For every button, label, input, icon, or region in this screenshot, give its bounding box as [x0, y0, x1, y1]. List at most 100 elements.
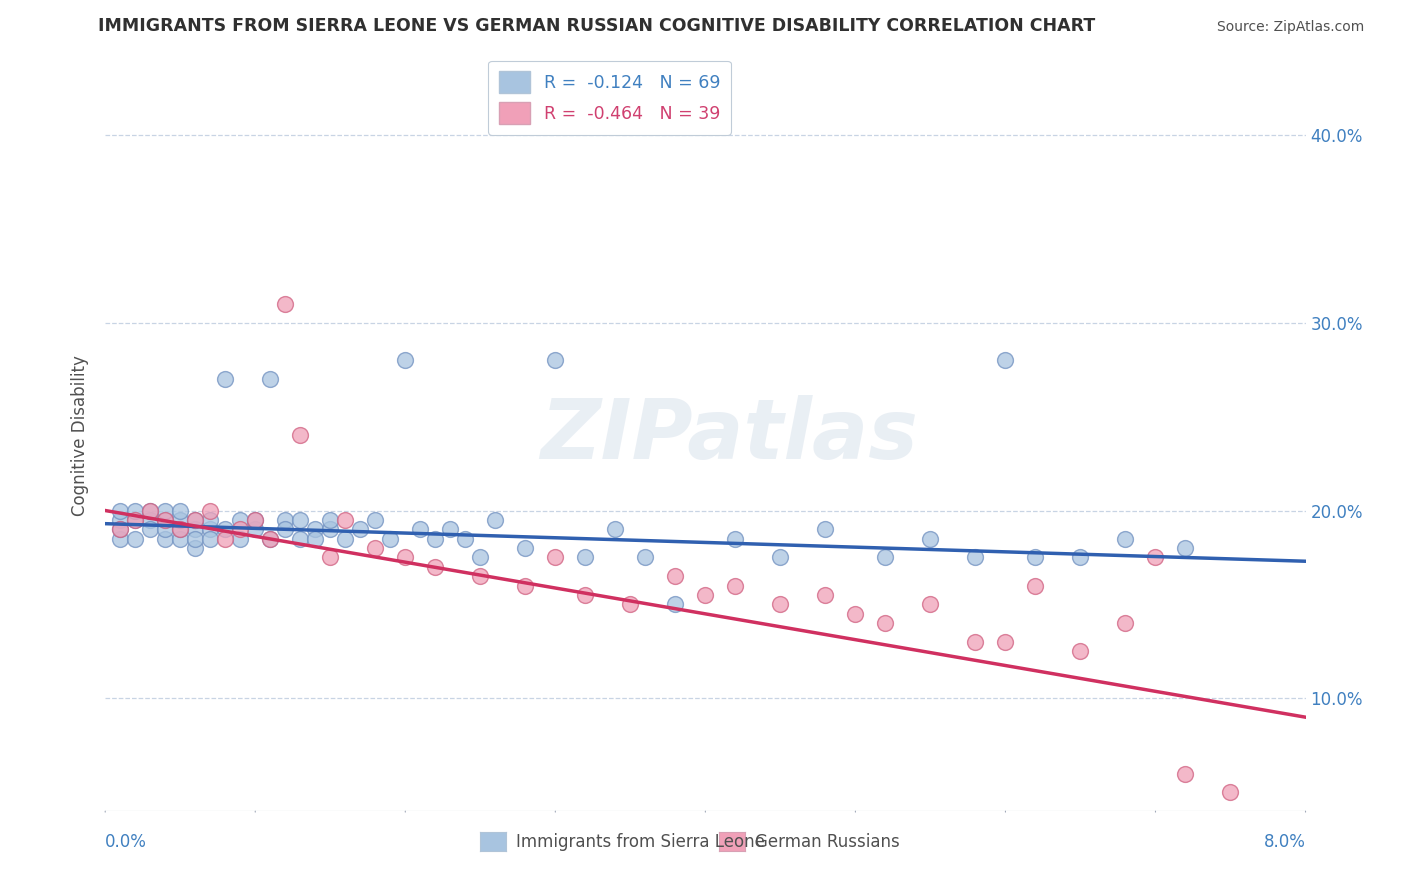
- Point: [349, 522, 371, 536]
- Point: [454, 532, 477, 546]
- Point: [484, 513, 506, 527]
- Point: [110, 522, 132, 536]
- Point: [155, 513, 177, 527]
- Point: [1024, 579, 1046, 593]
- Point: [994, 635, 1017, 649]
- Point: [139, 503, 162, 517]
- Point: [335, 513, 357, 527]
- Point: [319, 550, 342, 565]
- Point: [155, 532, 177, 546]
- Point: [184, 522, 207, 536]
- Point: [380, 532, 402, 546]
- Point: [814, 522, 837, 536]
- Point: [844, 607, 866, 621]
- Point: [200, 522, 222, 536]
- Point: [124, 503, 146, 517]
- Point: [155, 522, 177, 536]
- Point: [1174, 541, 1197, 555]
- Text: 8.0%: 8.0%: [1264, 833, 1306, 851]
- Point: [110, 522, 132, 536]
- Point: [769, 598, 792, 612]
- Legend: R =  -0.124   N = 69, R =  -0.464   N = 39: R = -0.124 N = 69, R = -0.464 N = 39: [488, 61, 731, 135]
- Point: [965, 550, 987, 565]
- Point: [200, 503, 222, 517]
- Point: [319, 522, 342, 536]
- Point: [425, 532, 447, 546]
- Point: [664, 569, 686, 583]
- Point: [695, 588, 717, 602]
- Text: 0.0%: 0.0%: [105, 833, 148, 851]
- Point: [394, 550, 416, 565]
- Point: [110, 532, 132, 546]
- Point: [139, 522, 162, 536]
- Text: ZIPatlas: ZIPatlas: [540, 395, 918, 475]
- Point: [364, 541, 387, 555]
- Point: [1114, 616, 1136, 631]
- Point: [184, 541, 207, 555]
- Point: [769, 550, 792, 565]
- Point: [155, 513, 177, 527]
- Point: [1069, 550, 1091, 565]
- Point: [259, 372, 281, 386]
- Point: [515, 541, 537, 555]
- Point: [724, 532, 747, 546]
- Point: [875, 616, 897, 631]
- Point: [200, 513, 222, 527]
- Point: [274, 522, 297, 536]
- Point: [274, 297, 297, 311]
- Point: [1144, 550, 1167, 565]
- Point: [290, 513, 312, 527]
- Point: [319, 513, 342, 527]
- Point: [1114, 532, 1136, 546]
- Point: [425, 560, 447, 574]
- Point: [814, 588, 837, 602]
- Point: [394, 353, 416, 368]
- Point: [139, 503, 162, 517]
- Point: [245, 513, 267, 527]
- Point: [124, 513, 146, 527]
- Point: [634, 550, 657, 565]
- Point: [124, 513, 146, 527]
- Point: [994, 353, 1017, 368]
- Point: [110, 513, 132, 527]
- Point: [574, 550, 596, 565]
- Point: [245, 513, 267, 527]
- Point: [875, 550, 897, 565]
- Point: [139, 513, 162, 527]
- Text: Immigrants from Sierra Leone: Immigrants from Sierra Leone: [516, 833, 765, 851]
- Point: [155, 503, 177, 517]
- Point: [290, 428, 312, 442]
- Point: [214, 522, 236, 536]
- Y-axis label: Cognitive Disability: Cognitive Disability: [72, 355, 89, 516]
- Point: [169, 522, 191, 536]
- Point: [169, 513, 191, 527]
- Point: [1219, 785, 1241, 799]
- Point: [409, 522, 432, 536]
- Point: [290, 532, 312, 546]
- Point: [965, 635, 987, 649]
- Point: [124, 532, 146, 546]
- Point: [574, 588, 596, 602]
- Point: [259, 532, 281, 546]
- Point: [335, 532, 357, 546]
- Point: [229, 513, 252, 527]
- Point: [605, 522, 627, 536]
- Point: [169, 503, 191, 517]
- Point: [184, 513, 207, 527]
- Point: [274, 513, 297, 527]
- Point: [619, 598, 641, 612]
- Point: [515, 579, 537, 593]
- Point: [169, 522, 191, 536]
- Text: German Russians: German Russians: [755, 833, 900, 851]
- Text: IMMIGRANTS FROM SIERRA LEONE VS GERMAN RUSSIAN COGNITIVE DISABILITY CORRELATION : IMMIGRANTS FROM SIERRA LEONE VS GERMAN R…: [98, 17, 1095, 35]
- Point: [245, 522, 267, 536]
- Point: [1174, 766, 1197, 780]
- Point: [544, 353, 567, 368]
- Point: [304, 532, 326, 546]
- Point: [1069, 644, 1091, 658]
- Point: [229, 532, 252, 546]
- Point: [1024, 550, 1046, 565]
- Point: [724, 579, 747, 593]
- Point: [439, 522, 461, 536]
- Point: [214, 532, 236, 546]
